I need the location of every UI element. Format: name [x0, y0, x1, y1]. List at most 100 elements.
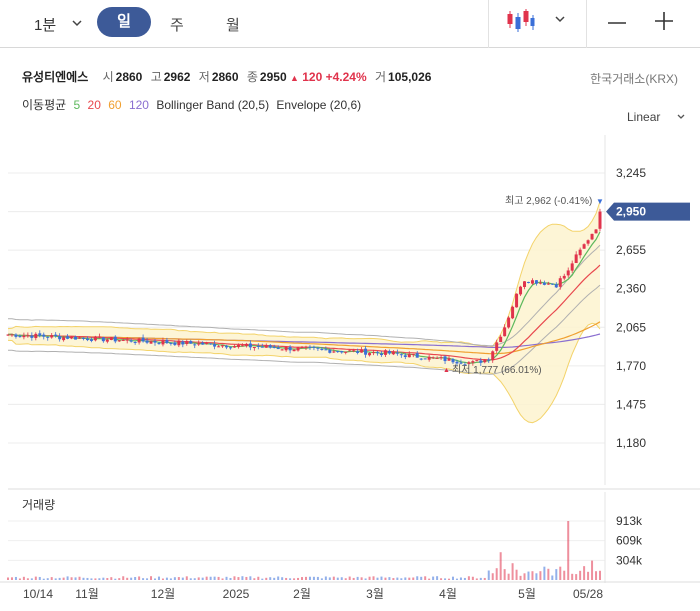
- candle-body: [70, 336, 74, 339]
- volume-value: 105,026: [388, 70, 432, 84]
- volume-bar: [34, 576, 37, 580]
- candle-body: [594, 229, 598, 234]
- candle-body: [387, 351, 391, 354]
- scale-mode-select[interactable]: Linear: [627, 110, 661, 124]
- candle-body: [523, 281, 527, 288]
- envelope-lower-line: [7, 284, 601, 375]
- candle-body: [538, 282, 542, 284]
- candle-body: [554, 284, 558, 288]
- ma-5-line: [7, 231, 601, 364]
- candle-body: [292, 349, 296, 352]
- candle-body: [328, 349, 332, 353]
- volume-bar: [567, 521, 570, 580]
- volume-bar: [114, 578, 117, 580]
- volume-bar: [173, 577, 176, 580]
- candle-body: [503, 327, 507, 337]
- candle-body: [479, 360, 483, 363]
- volume-bar: [245, 576, 248, 580]
- open-value: 2860: [115, 70, 143, 84]
- volume-bar: [46, 578, 49, 580]
- interval-select[interactable]: 1분: [34, 17, 57, 34]
- candle-body: [562, 275, 566, 279]
- volume-bar: [118, 578, 121, 580]
- candle-body: [22, 335, 26, 338]
- candle-body: [467, 362, 471, 364]
- volume-bar: [388, 577, 391, 580]
- volume-bar: [467, 576, 470, 580]
- candle-body: [391, 351, 395, 355]
- candle-body: [62, 337, 66, 341]
- volume-bar: [475, 578, 478, 580]
- time-tick-label: 05/28: [573, 587, 603, 601]
- indicator-legend[interactable]: 이동평균 5 20 60 120 Bollinger Band (20,5) E…: [22, 96, 365, 113]
- chevron-down-icon[interactable]: [676, 112, 686, 122]
- volume-bar: [273, 577, 276, 580]
- candlestick-type-icon[interactable]: [504, 8, 536, 34]
- volume-bar: [499, 552, 502, 580]
- volume-bar: [38, 576, 41, 580]
- volume-bar: [10, 577, 13, 580]
- candle-body: [30, 335, 34, 338]
- ma-20-line: [7, 264, 601, 361]
- volume-bar: [58, 577, 61, 580]
- volume-bar: [404, 577, 407, 580]
- candle-body: [383, 350, 387, 355]
- volume-bar: [106, 578, 109, 580]
- ma-5: 5: [73, 98, 81, 112]
- volume-bar: [304, 576, 307, 580]
- volume-bar: [455, 578, 458, 580]
- current-price-tag: [606, 202, 690, 221]
- tab-month[interactable]: 월: [226, 17, 240, 34]
- candle-body: [542, 282, 546, 285]
- candle-body: [288, 346, 292, 351]
- volume-bar: [281, 577, 284, 580]
- volume-bar: [459, 577, 462, 580]
- volume-bar: [42, 578, 45, 580]
- candle-body: [141, 337, 145, 342]
- volume-bar: [420, 576, 423, 580]
- volume-bar: [185, 576, 188, 580]
- chevron-down-icon[interactable]: [70, 16, 84, 30]
- candle-body: [447, 358, 451, 361]
- candle-body: [133, 342, 137, 344]
- volume-bar: [217, 576, 220, 580]
- volume-bar: [229, 577, 232, 580]
- volume-bar: [340, 577, 343, 580]
- candle-body: [125, 339, 129, 341]
- zoom-in-icon[interactable]: [653, 10, 675, 32]
- candle-body: [423, 358, 427, 360]
- volume-bar: [392, 578, 395, 580]
- volume-bar: [364, 578, 367, 580]
- volume-bar: [551, 575, 554, 580]
- candle-body: [201, 342, 205, 345]
- zoom-out-icon[interactable]: [606, 12, 628, 34]
- volume-bar: [424, 576, 427, 580]
- candle-body: [415, 353, 419, 358]
- volume-bar: [241, 576, 244, 580]
- volume-panel-title: 거래량: [22, 498, 55, 512]
- volume-tick-label: 304k: [616, 553, 643, 567]
- volume-bar: [257, 576, 260, 580]
- volume-bar: [90, 578, 93, 580]
- volume-tick-label: 609k: [616, 534, 643, 548]
- volume-bar: [432, 576, 435, 580]
- candle-body: [18, 336, 22, 338]
- candle-body: [364, 348, 368, 355]
- bollinger-label: Bollinger Band (20,5): [156, 98, 270, 112]
- volume-bar: [376, 577, 379, 580]
- volume-bar: [50, 577, 53, 580]
- candle-body: [113, 336, 117, 342]
- tab-week[interactable]: 주: [170, 17, 184, 34]
- candle-body: [598, 211, 602, 229]
- chevron-down-icon[interactable]: [553, 12, 567, 26]
- price-tick-label: 2,360: [616, 282, 646, 296]
- volume-bar: [66, 576, 69, 580]
- volume-bar: [26, 578, 29, 580]
- candle-body: [101, 337, 105, 342]
- tab-day[interactable]: 일: [97, 7, 151, 37]
- high-label: 고: [150, 70, 162, 84]
- volume-bar: [316, 576, 319, 580]
- candle-body: [137, 338, 141, 343]
- candle-body: [296, 347, 300, 351]
